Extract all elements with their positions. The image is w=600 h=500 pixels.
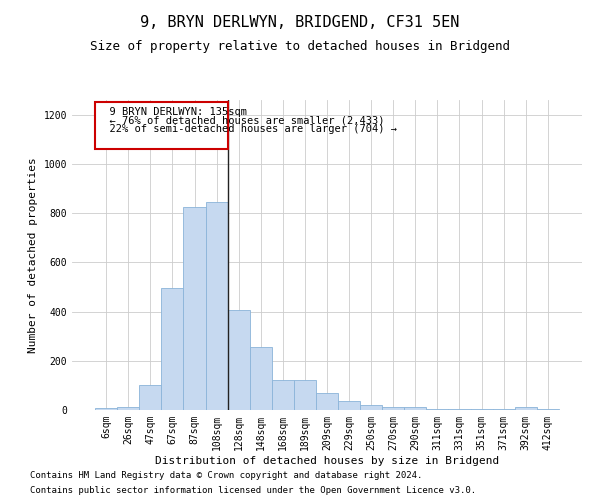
Text: 9, BRYN DERLWYN, BRIDGEND, CF31 5EN: 9, BRYN DERLWYN, BRIDGEND, CF31 5EN xyxy=(140,15,460,30)
Text: ← 76% of detached houses are smaller (2,433): ← 76% of detached houses are smaller (2,… xyxy=(97,116,385,126)
Text: Size of property relative to detached houses in Bridgend: Size of property relative to detached ho… xyxy=(90,40,510,53)
Bar xyxy=(117,407,139,410)
Bar xyxy=(250,348,272,410)
Bar xyxy=(470,409,493,410)
Bar xyxy=(294,380,316,410)
Bar xyxy=(338,402,360,410)
Bar xyxy=(537,409,559,410)
Bar xyxy=(316,394,338,410)
Bar xyxy=(95,408,117,410)
Bar xyxy=(139,386,161,410)
Text: 22% of semi-detached houses are larger (704) →: 22% of semi-detached houses are larger (… xyxy=(97,124,397,134)
Bar xyxy=(206,202,227,410)
Bar xyxy=(404,406,427,410)
X-axis label: Distribution of detached houses by size in Bridgend: Distribution of detached houses by size … xyxy=(155,456,499,466)
Text: 9 BRYN DERLWYN: 135sqm: 9 BRYN DERLWYN: 135sqm xyxy=(97,107,247,117)
Y-axis label: Number of detached properties: Number of detached properties xyxy=(28,157,38,353)
Bar xyxy=(360,404,382,410)
Bar xyxy=(448,409,470,410)
Bar xyxy=(184,207,206,410)
Bar xyxy=(272,380,294,410)
Bar xyxy=(493,409,515,410)
Bar xyxy=(161,288,184,410)
Bar xyxy=(227,310,250,410)
Text: Contains HM Land Registry data © Crown copyright and database right 2024.: Contains HM Land Registry data © Crown c… xyxy=(30,471,422,480)
Bar xyxy=(515,406,537,410)
Bar xyxy=(382,406,404,410)
Bar xyxy=(427,409,448,410)
Text: Contains public sector information licensed under the Open Government Licence v3: Contains public sector information licen… xyxy=(30,486,476,495)
FancyBboxPatch shape xyxy=(95,102,227,149)
